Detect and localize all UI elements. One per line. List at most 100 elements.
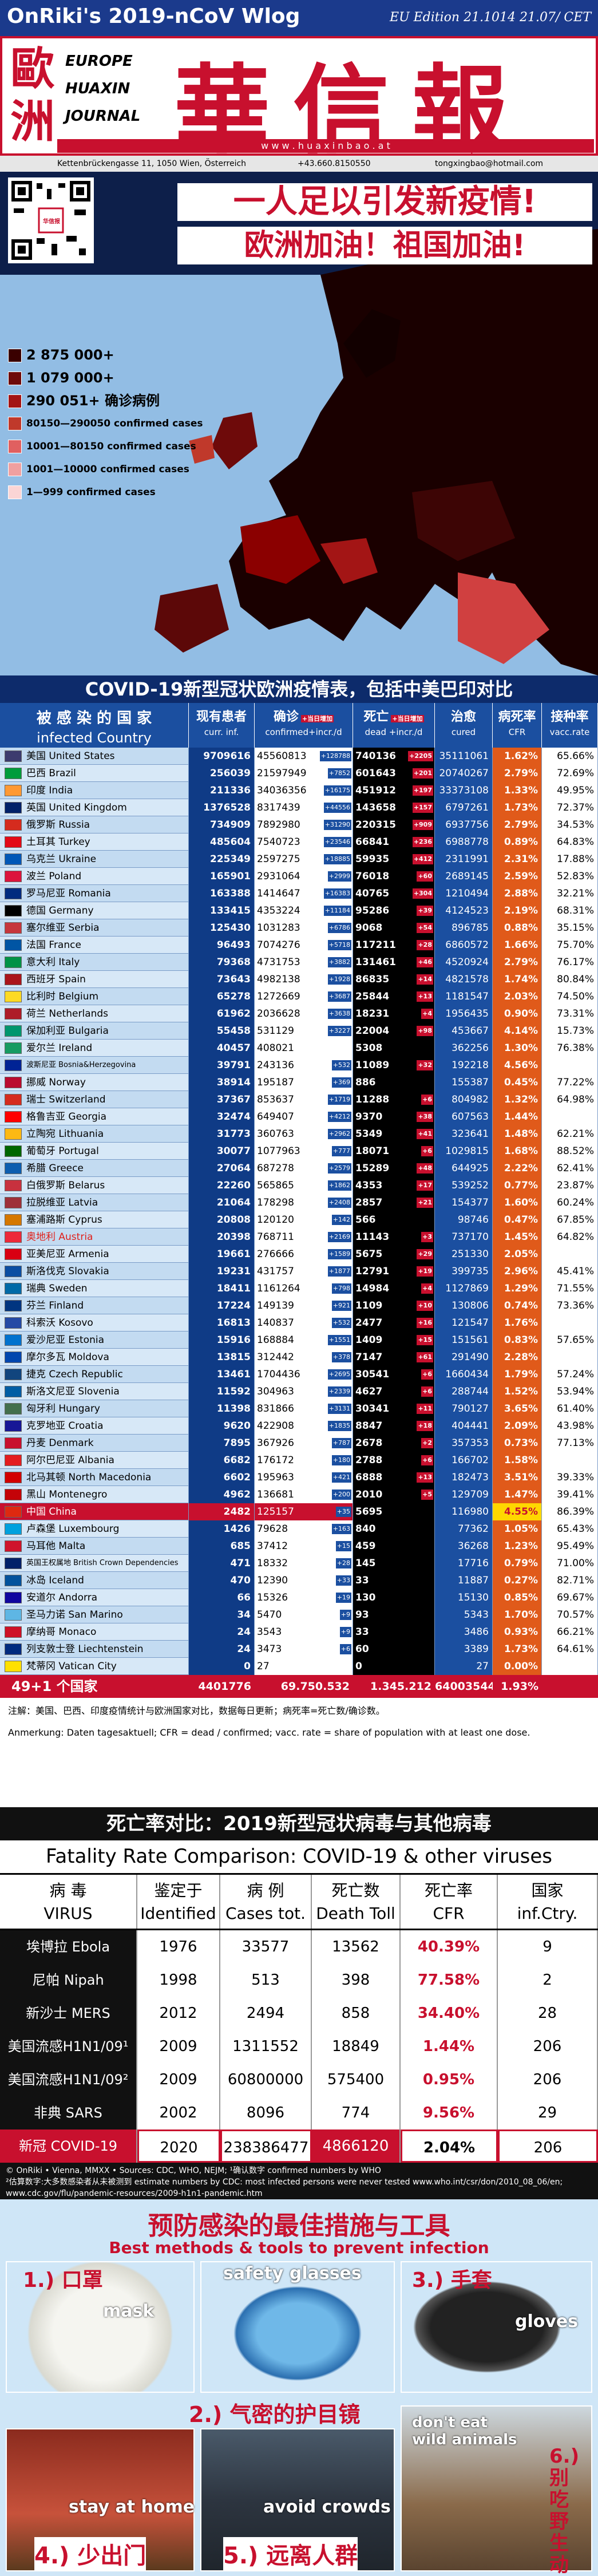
total-cell: 1.93%	[501, 1680, 538, 1693]
confirmed-increase: +16175	[323, 785, 351, 796]
prevention-label: 5.) 远离人群	[223, 2537, 358, 2570]
current-cell: 79368	[189, 954, 255, 971]
dead-cell: 33	[353, 1623, 435, 1641]
table-row: 比利时 Belgium 65278 1272669 +3687 25844 +13 1181…	[0, 988, 598, 1005]
cfr-cell-value: 2.05%	[504, 1249, 538, 1260]
cfr-cell: 1.23%	[493, 1538, 542, 1555]
legend-item: 1—999 confirmed cases	[8, 481, 203, 504]
prevention-label: gloves	[515, 2312, 579, 2332]
flag	[5, 1042, 22, 1054]
column-header-cn: 被 感 染 的 国 家	[36, 710, 152, 727]
fatality-header-en: inf.Ctry.	[517, 1904, 578, 1923]
fatality-column-header: 病 例 Cases tot.	[220, 1875, 312, 1929]
cured-cell: 737170	[435, 1228, 493, 1246]
cured-cell-value: 5343	[464, 1609, 489, 1621]
flag	[5, 1420, 22, 1432]
current-cell: 470	[189, 1572, 255, 1589]
confirmed-increase: +921	[331, 1301, 351, 1311]
dead-cell: 93	[353, 1606, 435, 1623]
dead-increase: +38	[417, 1112, 433, 1122]
dead-increase: +18	[417, 1421, 433, 1431]
current-cell: 24	[189, 1641, 255, 1658]
cfr-cell-value: 2.79%	[504, 957, 538, 968]
column-header: 接种率 vacc.rate	[542, 703, 598, 748]
dead-increase: +14	[417, 974, 433, 985]
fatality-cell: 新沙士 MERS	[0, 1997, 137, 2030]
fatality-header-en: Cases tot.	[225, 1904, 306, 1923]
cured-cell-value: 1181547	[445, 991, 489, 1002]
cured-cell: 154377	[435, 1194, 493, 1211]
confirmed-cell: 7892980 +31290	[255, 816, 353, 833]
confirmed-increase: +28	[335, 1558, 351, 1568]
confirmed-cell-value: 304963	[257, 1386, 294, 1397]
confirmed-increase: +9	[339, 1627, 351, 1637]
country-name: 波斯尼亚 Bosnia&Herzegovina	[26, 1061, 136, 1069]
confirmed-cell-value: 178298	[257, 1197, 294, 1208]
legend-label: 1—999 confirmed cases	[26, 487, 156, 498]
confirmed-cell-value: 243136	[257, 1060, 294, 1071]
vacc-cell-value: 67.85%	[557, 1214, 594, 1226]
dead-increase: +46	[417, 957, 433, 967]
cfr-cell: 1.66%	[493, 937, 542, 954]
current-cell: 30077	[189, 1143, 255, 1160]
note: 注解：美国、巴西、印度疫情统计与欧洲国家对比，数据每日更新；病死率=死亡数/确诊…	[8, 1705, 385, 1716]
confirmed-cell: 1414647 +16383	[255, 885, 353, 902]
cfr-cell: 0.79%	[493, 1555, 542, 1572]
country-cell: 安道尔 Andorra	[0, 1589, 189, 1606]
current-cell: 32474	[189, 1108, 255, 1125]
current-cell-value: 30077	[216, 1145, 251, 1157]
confirmed-cell-value: 12390	[257, 1575, 288, 1586]
country-cell: 巴西 Brazil	[0, 765, 189, 782]
dead-cell-value: 2788	[355, 1455, 383, 1466]
confirmed-increase: +9	[339, 1610, 351, 1620]
vacc-cell: 95.49%	[542, 1538, 598, 1555]
flag	[5, 1489, 22, 1500]
vacc-cell: 62.21%	[542, 1125, 598, 1143]
vacc-cell: 82.71%	[542, 1572, 598, 1589]
confirmed-cell-value: 45560813	[257, 750, 307, 762]
dead-increase: +98	[417, 1026, 433, 1036]
vacc-cell: 73.31%	[542, 1005, 598, 1022]
fatality-cell: 858	[312, 1997, 401, 2030]
vacc-cell-value: 77.22%	[557, 1077, 594, 1088]
table-body: 美国 United States 9709616 45560813 +128788 74…	[0, 748, 598, 1675]
confirmed-cell-value: 136681	[257, 1489, 294, 1500]
cured-cell-value: 36268	[457, 1540, 489, 1552]
confirmed-increase: +1862	[327, 1180, 351, 1191]
dead-cell: 40765 +304	[353, 885, 435, 902]
cfr-cell: 2.19%	[493, 902, 542, 919]
fatality-cell: 77.58%	[401, 1963, 498, 1997]
current-cell-value: 79368	[216, 957, 251, 968]
cured-cell: 6797261	[435, 799, 493, 816]
dead-cell-value: 740136	[355, 750, 396, 762]
confirmed-increase: +1835	[327, 1421, 351, 1431]
vacc-cell-value: 62.41%	[557, 1163, 594, 1174]
confirmed-increase: +1877	[327, 1266, 351, 1277]
dead-cell-value: 95286	[355, 905, 390, 916]
confirmed-increase: +777	[331, 1146, 351, 1156]
dead-increase: +3	[421, 1232, 433, 1242]
current-cell: 734909	[189, 816, 255, 833]
country-name: 爱尔兰 Ireland	[26, 1042, 93, 1054]
cfr-cell: 2.79%	[493, 765, 542, 782]
fatality-cell: 398	[312, 1963, 401, 1997]
current-cell-value: 11592	[216, 1386, 251, 1397]
address: Kettenbrückengasse 11, 1050 Wien, Österr…	[57, 159, 247, 168]
vacc-cell	[542, 1108, 598, 1125]
current-cell: 20398	[189, 1228, 255, 1246]
table-row: 波斯尼亚 Bosnia&Herzegovina 39791 243136 +532 11…	[0, 1057, 598, 1074]
table-row: 葡萄牙 Portugal 30077 1077963 +777 18071 +6 10298…	[0, 1143, 598, 1160]
cured-cell: 804982	[435, 1091, 493, 1108]
dead-cell: 5675 +29	[353, 1246, 435, 1263]
table-row: 匈牙利 Hungary 11398 831866 +3131 30341 +11 79012…	[0, 1400, 598, 1417]
flag	[5, 1197, 22, 1208]
confirmed-increase: +2962	[327, 1129, 351, 1139]
dead-increase: +2	[421, 1438, 433, 1448]
current-cell-value: 211336	[210, 785, 251, 796]
confirmed-cell: 276666 +1589	[255, 1246, 353, 1263]
confirmed-increase: +3227	[327, 1026, 351, 1036]
cured-cell-value: 4124523	[445, 905, 489, 916]
country-cell: 瑞典 Sweden	[0, 1280, 189, 1297]
country-name: 挪威 Norway	[26, 1077, 86, 1088]
fatality-row: 尼帕 Nipah 1998 513 398 77.58% 2	[0, 1963, 598, 1997]
